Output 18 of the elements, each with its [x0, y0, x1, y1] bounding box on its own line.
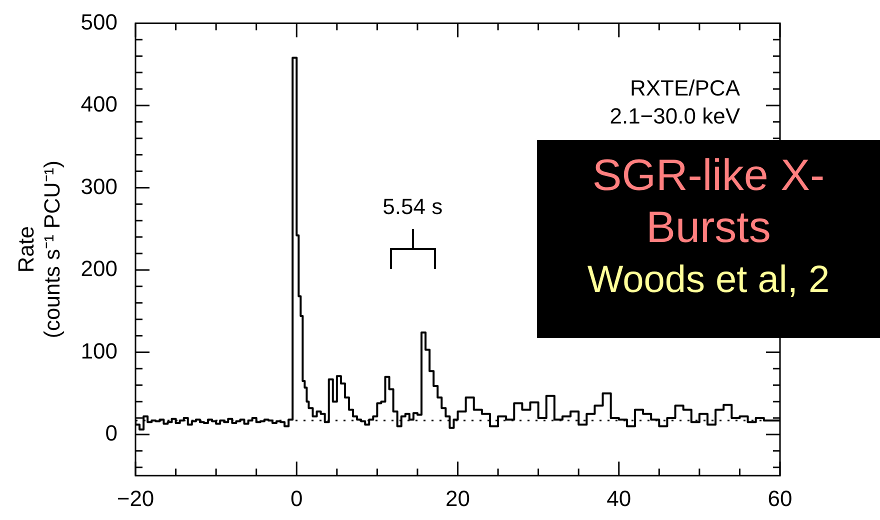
y-axis-title: Rate (counts s⁻¹ PCU⁻¹) — [13, 160, 65, 338]
x-tick-label: 0 — [290, 486, 303, 511]
annotation: RXTE/PCA — [630, 75, 740, 100]
annotation: 2.1−30.0 keV — [610, 103, 740, 128]
annotation: Bursts — [645, 202, 772, 254]
annotation: 5.54 s — [382, 194, 443, 219]
y-tick-label: 0 — [105, 420, 118, 446]
y-tick-label: 200 — [80, 256, 118, 282]
y-tick-label: 400 — [80, 92, 118, 117]
y-tick-label: 100 — [80, 338, 118, 364]
y-tick-label: 300 — [80, 174, 118, 199]
x-tick-label: 20 — [446, 486, 470, 511]
x-tick-label: 40 — [606, 486, 632, 511]
annotation: SGR-like X- — [591, 150, 826, 202]
y-tick-label: 500 — [80, 9, 118, 34]
annotation: Woods et al, 2 — [586, 258, 831, 303]
x-tick-label: 60 — [768, 486, 792, 511]
x-tick-label: −20 — [116, 486, 154, 511]
